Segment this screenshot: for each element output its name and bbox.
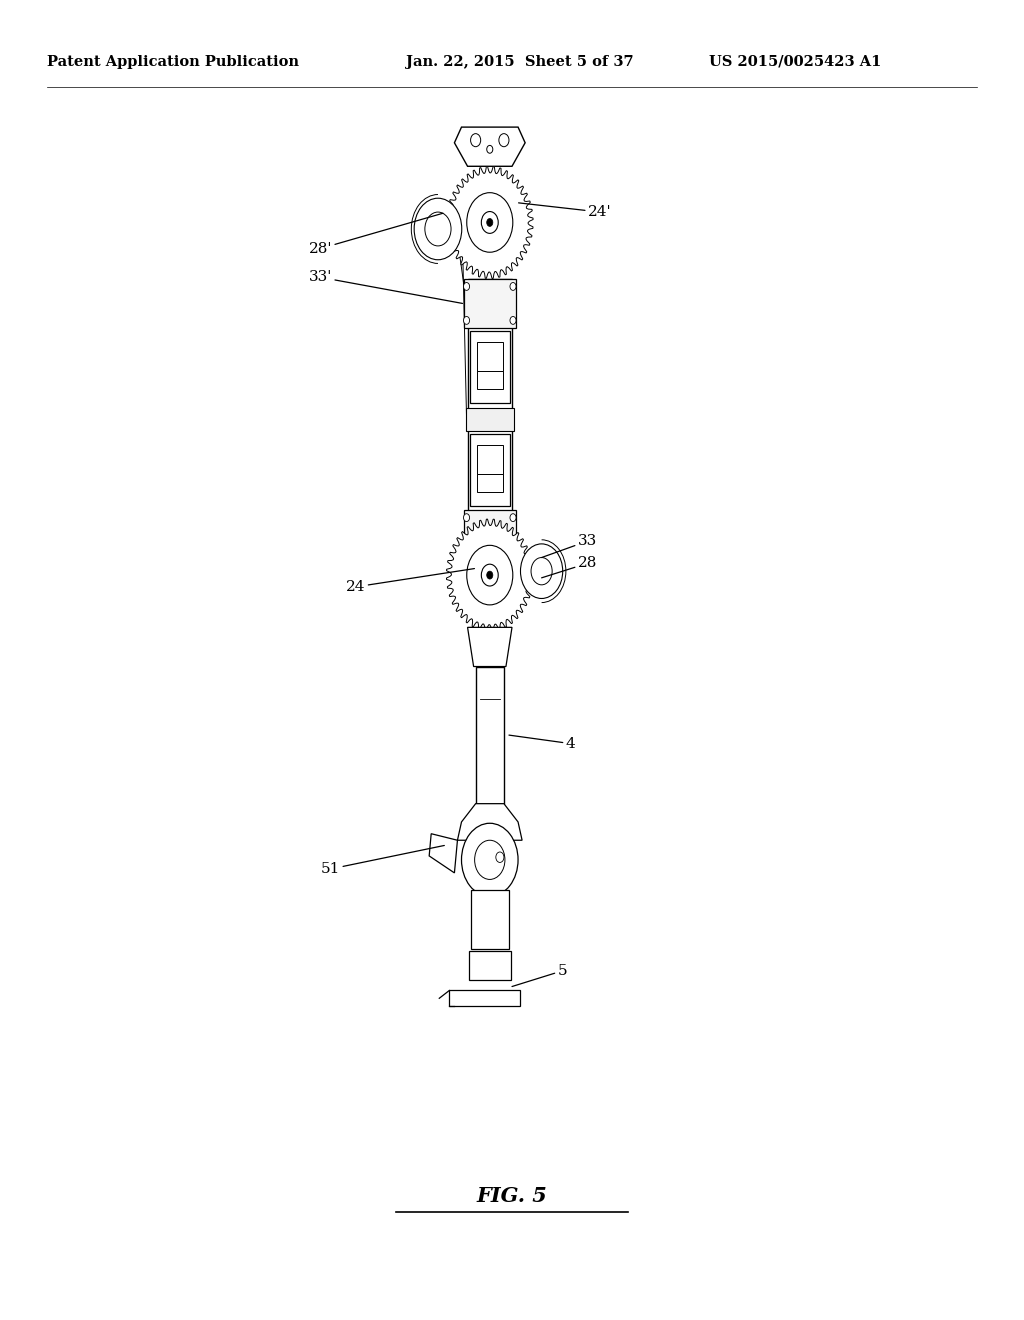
Text: 28: 28: [542, 556, 597, 578]
Circle shape: [486, 145, 493, 153]
Circle shape: [471, 133, 480, 147]
Circle shape: [531, 557, 552, 585]
Polygon shape: [450, 990, 520, 1006]
Bar: [476, 445, 503, 474]
Bar: [464, 510, 516, 562]
Circle shape: [464, 550, 470, 558]
Polygon shape: [458, 804, 522, 841]
Bar: [470, 564, 510, 587]
Circle shape: [467, 193, 513, 252]
Circle shape: [496, 851, 504, 862]
Bar: [466, 408, 514, 432]
Bar: [476, 565, 503, 577]
Polygon shape: [455, 127, 525, 166]
Circle shape: [520, 544, 563, 598]
Bar: [469, 952, 511, 979]
Circle shape: [462, 824, 518, 896]
Text: 28': 28': [308, 214, 443, 256]
Polygon shape: [429, 834, 458, 873]
Circle shape: [475, 841, 505, 879]
Circle shape: [481, 211, 499, 234]
Circle shape: [510, 513, 516, 521]
Text: US 2015/0025423 A1: US 2015/0025423 A1: [709, 55, 882, 69]
Circle shape: [414, 198, 462, 260]
Bar: [476, 342, 503, 371]
Text: Patent Application Publication: Patent Application Publication: [47, 55, 299, 69]
Text: 4: 4: [509, 735, 575, 751]
Text: 24': 24': [518, 203, 611, 219]
Circle shape: [510, 317, 516, 325]
Text: Jan. 22, 2015  Sheet 5 of 37: Jan. 22, 2015 Sheet 5 of 37: [406, 55, 634, 69]
Bar: [476, 371, 503, 389]
Circle shape: [510, 282, 516, 290]
Circle shape: [510, 550, 516, 558]
Bar: [464, 279, 516, 329]
Bar: [475, 667, 504, 804]
Text: 24: 24: [346, 569, 474, 594]
Bar: [470, 434, 510, 506]
Bar: [468, 279, 512, 519]
Polygon shape: [446, 166, 534, 279]
Bar: [476, 474, 503, 492]
Circle shape: [464, 282, 470, 290]
Text: 33': 33': [309, 271, 463, 304]
Bar: [470, 331, 510, 403]
Polygon shape: [468, 627, 512, 667]
Circle shape: [499, 133, 509, 147]
Circle shape: [486, 219, 493, 227]
Circle shape: [425, 213, 451, 246]
Bar: [471, 890, 509, 949]
Circle shape: [481, 564, 499, 586]
Text: 33: 33: [542, 535, 597, 557]
Text: FIG. 5: FIG. 5: [476, 1185, 548, 1205]
Circle shape: [467, 545, 513, 605]
Text: 51: 51: [321, 846, 444, 876]
Circle shape: [464, 513, 470, 521]
Polygon shape: [446, 519, 534, 631]
Text: 5: 5: [512, 964, 567, 986]
Circle shape: [464, 317, 470, 325]
Circle shape: [486, 572, 493, 579]
